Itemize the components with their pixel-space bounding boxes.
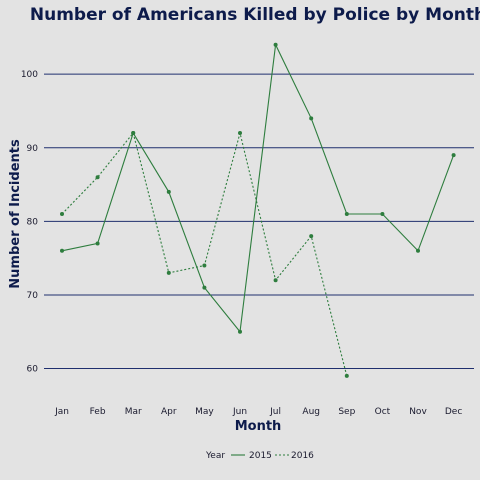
x-tick-label: Jun [232,407,247,417]
y-tick-label: 90 [27,144,39,154]
legend-label-2016: 2016 [291,451,314,461]
series-line-2015 [61,42,455,334]
data-point-2016 [309,234,314,239]
data-point-2016 [344,373,349,378]
data-point-2016 [273,278,278,283]
data-point-2016 [202,263,207,268]
data-point-2016 [95,175,100,180]
data-point-2015 [273,42,278,47]
y-tick-labels: 60 70 80 90 100 [21,70,38,374]
x-tick-label: Feb [90,407,106,417]
x-tick-label: Oct [375,407,391,417]
x-tick-label: Sep [338,407,355,417]
y-tick-label: 70 [27,291,39,301]
y-tick-label: 60 [27,365,39,375]
x-tick-label: May [195,407,214,417]
legend-title: Year [205,451,225,461]
legend-label-2015: 2015 [249,451,272,461]
x-tick-label: Mar [125,407,142,417]
y-axis-title: Number of Incidents [8,139,23,289]
data-point-2015 [309,116,314,121]
gridlines [44,73,474,370]
data-point-2015 [166,189,171,194]
y-tick-label: 100 [21,70,38,80]
data-point-2015 [451,153,456,158]
data-point-2015 [60,248,64,253]
x-tick-label: Apr [161,407,177,417]
series-line-2016 [61,131,348,377]
chart-title: Number of Americans Killed by Police by … [30,5,480,25]
data-point-2015 [380,212,385,216]
data-point-2016 [166,270,171,275]
x-tick-labels: Jan Feb Mar Apr May Jun Jul Aug Sep Oct Nov Dec [54,407,462,417]
data-point-2016 [238,131,242,136]
y-tick-label: 80 [27,217,39,227]
series-lines [60,42,456,378]
data-point-2016 [131,131,136,136]
data-point-2015 [202,285,207,290]
data-point-2015 [344,212,349,216]
data-point-2015 [238,329,242,334]
x-tick-label: Jan [54,407,69,417]
data-point-2016 [60,212,64,216]
x-tick-label: Aug [302,407,320,417]
x-tick-label: Nov [409,407,427,417]
data-point-2015 [416,248,420,253]
legend: Year 2015 2016 [205,451,314,461]
data-point-2015 [95,241,100,246]
x-tick-label: Dec [445,407,462,417]
x-axis-title: Month [235,419,282,434]
x-tick-label: Jul [269,407,281,417]
